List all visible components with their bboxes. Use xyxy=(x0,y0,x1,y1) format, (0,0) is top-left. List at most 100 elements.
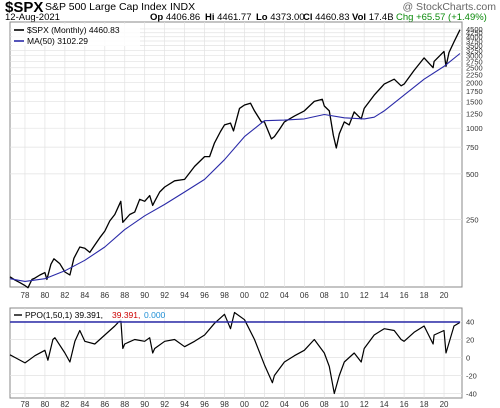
ppo-y-tick-label: 20 xyxy=(466,336,474,345)
price-axis-ticks: 4500425040003750350032503000275025002250… xyxy=(466,25,483,225)
ppo-x-axis: 78 80 82 84 86 88 90 92 94 96 98 00 02 04 06 08 10 12 14 16… xyxy=(21,400,450,408)
legend-spx-label: $SPX (Monthly) 4460.83 xyxy=(27,25,120,35)
open-label: Op xyxy=(150,12,164,23)
y-tick-label: 3750 xyxy=(466,37,483,46)
ppo-x-tick-label: 88 xyxy=(120,400,129,408)
ppo-x-tick-label: 04 xyxy=(280,400,289,408)
x-tick-label: 80 xyxy=(40,291,49,300)
ppo-x-tick-label: 00 xyxy=(240,400,249,408)
y-tick-label: 1000 xyxy=(466,124,483,133)
ppo-y-tick-label: -20 xyxy=(466,372,477,381)
ppo-x-tick-label: 80 xyxy=(40,400,49,408)
y-tick-label: 1250 xyxy=(466,109,483,118)
volume-value: 17.4B xyxy=(368,12,394,23)
x-tick-label: 94 xyxy=(180,291,189,300)
x-tick-label: 12 xyxy=(360,291,369,300)
close-label: Cl xyxy=(303,12,313,23)
quote-close: Cl 4460.83 xyxy=(303,12,349,23)
ppo-x-tick-label: 92 xyxy=(160,400,169,408)
close-value: 4460.83 xyxy=(315,12,350,23)
ppo-line xyxy=(9,311,461,395)
y-tick-label: 3000 xyxy=(466,52,483,61)
price-series xyxy=(9,29,461,289)
x-tick-label: 02 xyxy=(260,291,269,300)
quote-open: Op 4406.86 xyxy=(150,12,200,23)
ppo-x-tick-label: 10 xyxy=(340,400,349,408)
spx-price-line xyxy=(9,29,461,289)
x-tick-label: 82 xyxy=(60,291,69,300)
y-tick-label: 2500 xyxy=(466,64,483,73)
y-tick-label: 4250 xyxy=(466,29,483,38)
x-tick-label: 84 xyxy=(80,291,89,300)
ppo-y-tick-label: -40 xyxy=(466,390,477,399)
x-tick-label: 08 xyxy=(320,291,329,300)
ppo-series xyxy=(9,311,461,395)
y-tick-label: 2750 xyxy=(466,57,483,66)
ppo-axis-ticks: 40 20 0 -20 -40 xyxy=(466,318,477,399)
ppo-x-tick-label: 96 xyxy=(200,400,209,408)
ppo-x-tick-label: 90 xyxy=(140,400,149,408)
x-tick-label: 18 xyxy=(420,291,429,300)
x-tick-label: 92 xyxy=(160,291,169,300)
y-tick-label: 3500 xyxy=(466,42,483,51)
high-value: 4461.77 xyxy=(217,12,252,23)
legend-ma50-label: MA(50) 3102.29 xyxy=(27,36,88,46)
ppo-y-tick-label: 40 xyxy=(466,318,474,327)
ppo-x-tick-label: 86 xyxy=(100,400,109,408)
x-tick-label: 88 xyxy=(120,291,129,300)
ppo-x-tick-label: 14 xyxy=(380,400,389,408)
quote-volume: Vol 17.4B xyxy=(352,12,394,23)
low-value: 4373.00 xyxy=(270,12,305,23)
y-tick-label: 2250 xyxy=(466,71,483,80)
ppo-x-tick-label: 78 xyxy=(21,400,30,408)
quote-date: 12-Aug-2021 xyxy=(5,12,60,23)
price-legend: $SPX (Monthly) 4460.83 MA(50) 3102.29 xyxy=(12,24,140,46)
open-value: 4406.86 xyxy=(165,12,201,23)
y-tick-label: 1500 xyxy=(466,97,483,106)
x-tick-label: 04 xyxy=(280,291,289,300)
ppo-x-tick-label: 84 xyxy=(80,400,89,408)
ppo-x-tick-label: 16 xyxy=(400,400,409,408)
y-tick-label: 250 xyxy=(466,216,479,225)
volume-label: Vol xyxy=(352,12,367,23)
ppo-gridlines xyxy=(10,308,462,398)
x-tick-label: 14 xyxy=(380,291,389,300)
x-tick-label: 96 xyxy=(200,291,209,300)
ppo-legend: PPO(1,50,1) 39.391, 39.391, 0.000 xyxy=(12,310,166,321)
ppo-x-tick-label: 94 xyxy=(180,400,189,408)
quote-change: Chg +65.57 (+1.49%) xyxy=(396,12,487,23)
y-tick-label: 4000 xyxy=(466,33,483,42)
x-tick-label: 06 xyxy=(300,291,309,300)
y-tick-label: 750 xyxy=(466,143,479,152)
y-tick-label: 4500 xyxy=(466,25,483,34)
x-tick-label: 10 xyxy=(340,291,349,300)
low-label: Lo xyxy=(256,12,268,23)
ppo-x-tick-label: 98 xyxy=(220,400,229,408)
ppo-x-tick-label: 02 xyxy=(260,400,269,408)
x-tick-label: 00 xyxy=(240,291,249,300)
ppo-legend-value-blue: 0.000 xyxy=(144,310,166,320)
ppo-x-tick-label: 08 xyxy=(320,400,329,408)
x-tick-label: 98 xyxy=(220,291,229,300)
x-tick-label: 90 xyxy=(140,291,149,300)
quote-low: Lo 4373.00 xyxy=(256,12,305,23)
chart-header: $SPX S&P 500 Large Cap Index INDX @ Stoc… xyxy=(0,0,500,23)
ppo-x-tick-label: 12 xyxy=(360,400,369,408)
ppo-panel-frame xyxy=(9,307,463,399)
x-tick-label: 78 xyxy=(21,291,30,300)
y-tick-label: 500 xyxy=(466,170,479,179)
ppo-x-tick-label: 06 xyxy=(300,400,309,408)
ma50-line xyxy=(9,53,461,282)
stockcharts-watermark: @ StockCharts.com xyxy=(402,1,496,13)
ppo-legend-value-red: 39.391, xyxy=(112,310,140,320)
y-tick-label: 2000 xyxy=(466,78,483,87)
x-tick-label: 86 xyxy=(100,291,109,300)
x-tick-label: 20 xyxy=(440,291,449,300)
index-name: S&P 500 Large Cap Index xyxy=(45,1,167,13)
ppo-legend-label: PPO(1,50,1) 39.391, xyxy=(25,310,103,320)
price-panel-frame xyxy=(9,21,463,288)
exchange-label: INDX xyxy=(170,1,196,13)
y-tick-label: 1750 xyxy=(466,87,483,96)
x-tick-label: 16 xyxy=(400,291,409,300)
